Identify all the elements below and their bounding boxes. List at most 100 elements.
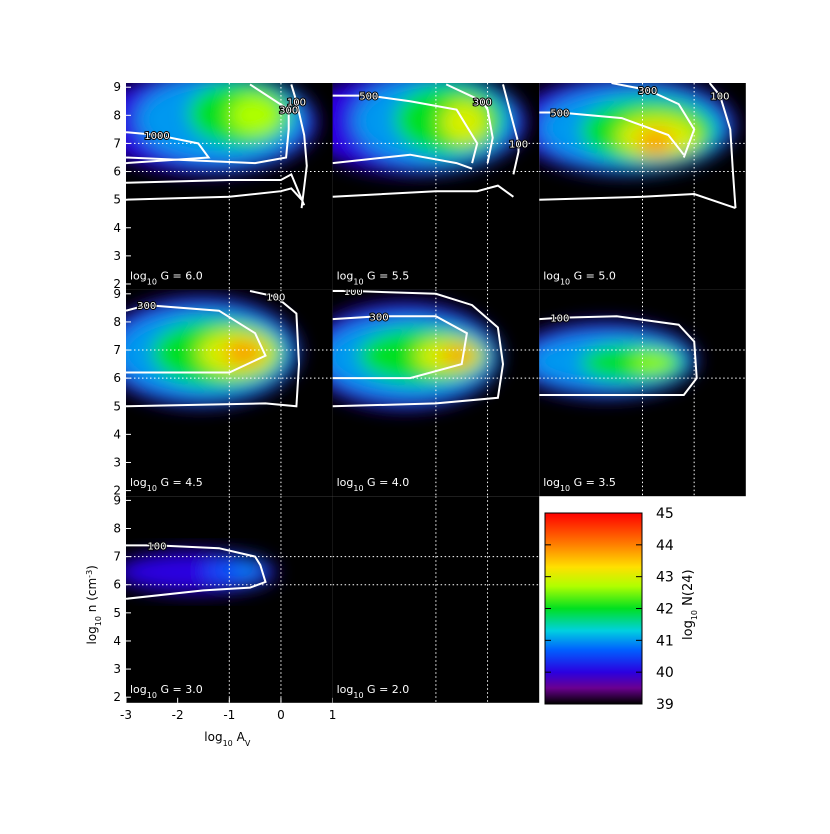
text-part: log	[337, 476, 354, 489]
panel-plot: 100	[126, 496, 333, 703]
contour-label: 100	[147, 541, 166, 552]
text-part: G = 6.0	[157, 270, 203, 283]
x-tick-label: -1	[223, 708, 235, 722]
text-part: 10	[94, 616, 103, 626]
text-part: G = 2.0	[364, 683, 410, 696]
emission-level	[637, 129, 674, 155]
y-tick-label: 5	[113, 193, 121, 207]
x-tick-label: -3	[120, 708, 132, 722]
panel-plot: 500 300 100	[332, 83, 540, 290]
contour-line	[332, 290, 505, 408]
y-tick-label: 3	[113, 662, 121, 676]
panel	[332, 496, 540, 703]
text-part: log	[543, 476, 560, 489]
text-part: 10	[560, 484, 570, 493]
contour-line	[126, 304, 267, 374]
y-tick-label: 9	[113, 493, 121, 507]
panel-label: log10 G = 3.5	[543, 476, 616, 493]
heatmap	[539, 83, 736, 175]
x-tick-label: -2	[172, 708, 184, 722]
panel-plot: 300 500 100	[539, 83, 746, 290]
contour-line	[539, 111, 685, 156]
contour-line	[126, 290, 301, 408]
contour-label: 100	[287, 97, 306, 108]
text-part: log	[543, 270, 560, 283]
contour-line	[539, 192, 736, 210]
panel-label: log10 G = 3.0	[130, 683, 203, 700]
panel: 100	[539, 289, 746, 497]
emission-level	[224, 341, 263, 365]
text-part: 10	[560, 277, 570, 286]
heatmap	[126, 296, 299, 407]
panel-label: log10 G = 5.0	[543, 270, 616, 287]
emission-level	[441, 347, 475, 365]
contour-line	[126, 187, 303, 201]
colorbar-tick-label: 44	[656, 538, 674, 554]
text-part: )	[85, 565, 99, 570]
contour-label: 300	[279, 106, 298, 117]
panel-label: log10 G = 4.5	[130, 476, 203, 493]
y-tick-label: 6	[113, 371, 121, 385]
text-part: log	[337, 270, 354, 283]
text-part: 10	[353, 277, 363, 286]
contour-label: 100	[266, 293, 285, 304]
panel-plot	[332, 496, 540, 703]
text-part: 10	[353, 690, 363, 699]
panel: 300 100	[126, 289, 333, 497]
y-tick-label: 8	[113, 522, 121, 536]
contour-label: 100	[550, 314, 569, 325]
text-part: 10	[147, 690, 157, 699]
y-tick-label: 3	[113, 455, 121, 469]
y-tick-label: 9	[113, 80, 121, 94]
heatmap	[539, 321, 697, 398]
panel: 300 500 100	[539, 83, 746, 290]
contour-line	[126, 131, 211, 165]
text-part: G = 5.0	[570, 270, 616, 283]
text-part: log	[130, 683, 147, 696]
text-part: G = 5.5	[364, 270, 410, 283]
contour-label: 300	[473, 97, 492, 108]
panel: 100	[126, 496, 333, 703]
colorbar-tick-label: 43	[656, 570, 674, 586]
text-part: V	[245, 738, 251, 747]
y-tick-label: 5	[113, 399, 121, 413]
panel: 500 300 100	[332, 83, 540, 290]
contour-line	[332, 153, 473, 170]
x-tick-label: 1	[329, 708, 337, 722]
colorbar-tick-label: 39	[656, 697, 674, 713]
y-tick-label: 7	[113, 136, 121, 150]
contour-line	[332, 94, 479, 164]
contour-line	[445, 83, 494, 164]
y-tick-label: 7	[113, 550, 121, 564]
heatmap	[332, 83, 527, 175]
colorbar	[544, 512, 643, 705]
contour-line	[126, 83, 290, 165]
y-tick-label: 4	[113, 221, 121, 235]
colorbar-label: log10 N(24)	[681, 569, 699, 640]
y-tick-label: 3	[113, 249, 121, 263]
x-axis-label: log10 AV	[204, 730, 251, 748]
text-part: G = 4.5	[157, 476, 203, 489]
text-part: G = 3.5	[570, 476, 616, 489]
text-part: 10	[353, 484, 363, 493]
panel-plot: 300 100	[126, 289, 333, 497]
colorbar-tick-label: 41	[656, 633, 674, 649]
y-tick-label: 2	[113, 690, 121, 704]
y-tick-label: 6	[113, 578, 121, 592]
y-tick-label: 8	[113, 108, 121, 122]
y-tick-label: 6	[113, 165, 121, 179]
text-part: G = 3.0	[157, 683, 203, 696]
contour-line	[290, 84, 308, 209]
contour-line	[332, 184, 514, 198]
colorbar-tick-label: 40	[656, 665, 674, 681]
y-tick-label: 8	[113, 315, 121, 329]
panel-label: log10 G = 6.0	[130, 270, 203, 287]
contour-label: 300	[137, 301, 156, 312]
y-tick-label: 5	[113, 606, 121, 620]
contour-line	[539, 315, 698, 396]
y-tick-label: 9	[113, 287, 121, 301]
text-part: 10	[690, 610, 699, 620]
y-tick-label: 2	[113, 277, 121, 291]
text-part: log	[337, 683, 354, 696]
